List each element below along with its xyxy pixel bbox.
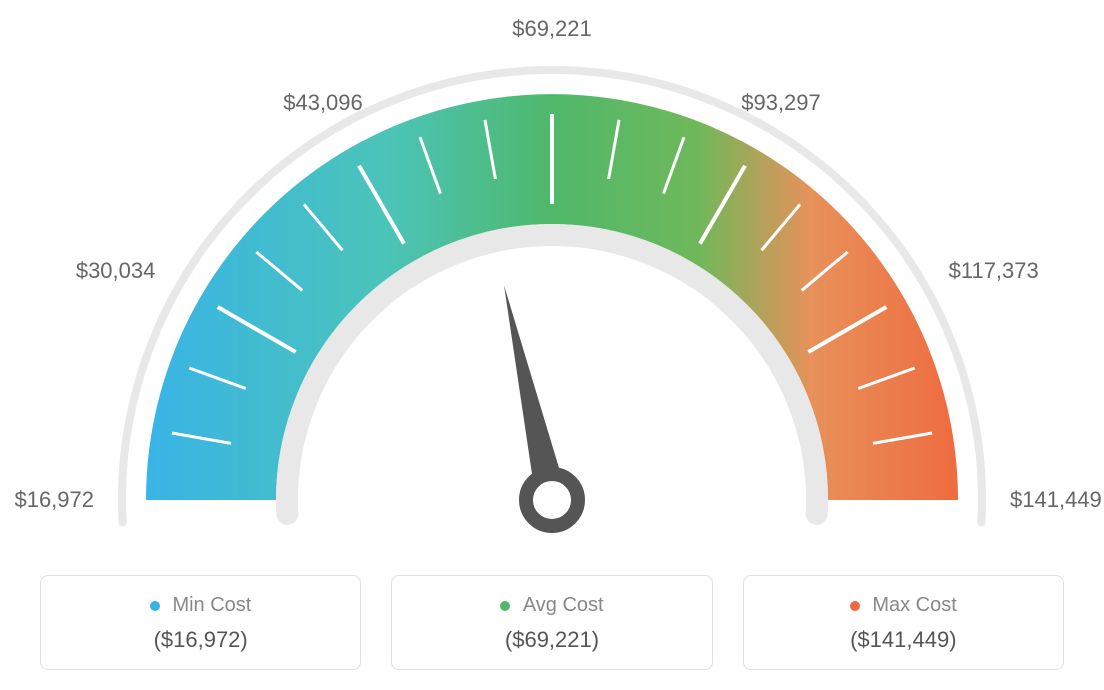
avg-label: Avg Cost (523, 594, 604, 616)
min-dot-icon (150, 601, 160, 611)
min-label: Min Cost (172, 594, 251, 616)
max-label: Max Cost (872, 594, 956, 616)
avg-dot-icon (500, 601, 510, 611)
max-dot-icon (850, 601, 860, 611)
cost-gauge: $16,972 $30,034 $43,096 $69,221 $93,297 $117,… (0, 0, 1104, 552)
gauge-tick-label: $93,297 (741, 90, 821, 116)
gauge-tick-label: $117,373 (949, 258, 1039, 284)
gauge-tick-label: $43,096 (283, 90, 363, 116)
max-cost-card: Max Cost ($141,449) (743, 575, 1064, 670)
gauge-tick-label: $30,034 (76, 258, 156, 284)
min-cost-card: Min Cost ($16,972) (40, 575, 361, 670)
avg-value: ($69,221) (402, 627, 701, 653)
gauge-tick-label: $69,221 (512, 16, 592, 42)
gauge-tick-label: $141,449 (1010, 487, 1102, 513)
gauge-tick-label: $16,972 (14, 487, 94, 513)
avg-cost-card: Avg Cost ($69,221) (391, 575, 712, 670)
min-value: ($16,972) (51, 627, 350, 653)
summary-cards: Min Cost ($16,972) Avg Cost ($69,221) Ma… (0, 575, 1104, 670)
max-value: ($141,449) (754, 627, 1053, 653)
